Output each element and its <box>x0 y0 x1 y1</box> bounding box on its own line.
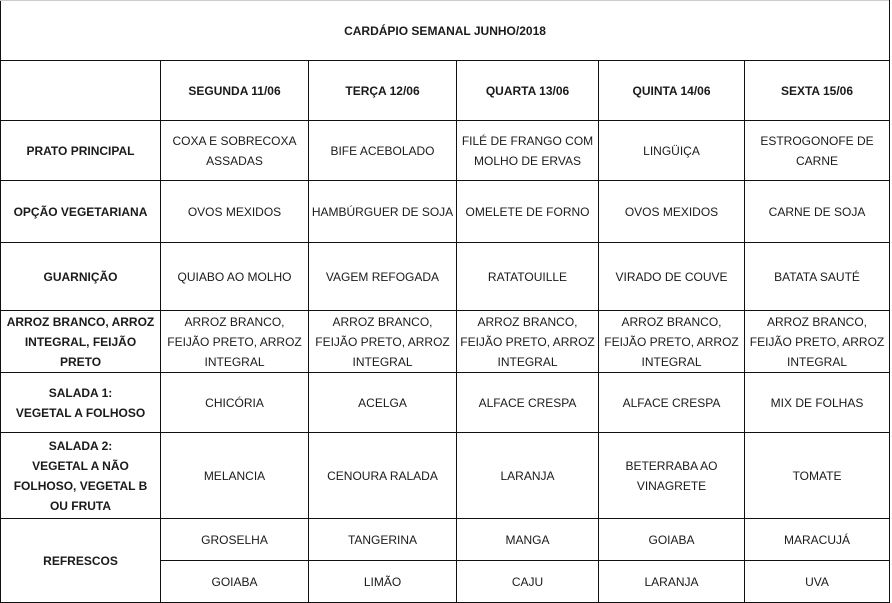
drink-cell: LARANJA <box>598 560 745 603</box>
header-row: SEGUNDA 11/06 TERÇA 12/06 QUARTA 13/06 QUIN… <box>0 60 891 121</box>
menu-row: SALADA 1: VEGETAL A FOLHOSO CHICÓRIA ACELG… <box>0 372 891 433</box>
drink-cell: CAJU <box>456 560 599 603</box>
drink-cell: TANGERINA <box>308 518 457 561</box>
menu-cell: ARROZ BRANCO, FEIJÃO PRETO, ARROZ INTEGR… <box>743 310 891 373</box>
menu-cell: ALFACE CRESPA <box>598 372 745 433</box>
corner-cell <box>0 60 161 121</box>
row-label: ARROZ BRANCO, ARROZ INTEGRAL, FEIJÃO PRE… <box>0 310 161 373</box>
menu-cell: MIX DE FOLHAS <box>743 372 891 433</box>
drink-cell: LIMÃO <box>308 560 457 603</box>
day-header: SEGUNDA 11/06 <box>160 60 309 121</box>
menu-cell: CENOURA RALADA <box>308 432 457 519</box>
drink-cell: GOIABA <box>598 518 745 561</box>
day-header: SEXTA 15/06 <box>743 60 891 121</box>
menu-cell: BATATA SAUTÉ <box>743 242 891 311</box>
day-header: QUARTA 13/06 <box>456 60 599 121</box>
menu-cell: MELANCIA <box>160 432 309 519</box>
menu-row: OPÇÃO VEGETARIANA OVOS MEXIDOS HAMBÚRGUER … <box>0 180 891 243</box>
day-header: TERÇA 12/06 <box>308 60 457 121</box>
drink-cell: MANGA <box>456 518 599 561</box>
menu-cell: ALFACE CRESPA <box>456 372 599 433</box>
menu-cell: OVOS MEXIDOS <box>598 180 745 243</box>
drink-cell: GROSELHA <box>160 518 309 561</box>
row-label: REFRESCOS <box>0 518 161 603</box>
menu-cell: ACELGA <box>308 372 457 433</box>
menu-cell: TOMATE <box>743 432 891 519</box>
row-label: SALADA 2: VEGETAL A NÃO FOLHOSO, VEGETAL… <box>0 432 161 519</box>
menu-cell: CARNE DE SOJA <box>743 180 891 243</box>
menu-cell: OVOS MEXIDOS <box>160 180 309 243</box>
refrescos-row: GOIABA LIMÃO CAJU LARANJA UVA <box>1 560 891 603</box>
menu-cell: ARROZ BRANCO, FEIJÃO PRETO, ARROZ INTEGR… <box>456 310 599 373</box>
day-header: QUINTA 14/06 <box>598 60 745 121</box>
menu-cell: FILÉ DE FRANGO COM MOLHO DE ERVAS <box>456 120 599 181</box>
menu-cell: ARROZ BRANCO, FEIJÃO PRETO, ARROZ INTEGR… <box>308 310 457 373</box>
menu-cell: VAGEM REFOGADA <box>308 242 457 311</box>
menu-cell: CHICÓRIA <box>160 372 309 433</box>
menu-cell: ESTROGONOFE DE CARNE <box>743 120 891 181</box>
row-label: PRATO PRINCIPAL <box>0 120 161 181</box>
menu-row: ARROZ BRANCO, ARROZ INTEGRAL, FEIJÃO PRE… <box>0 310 891 373</box>
menu-cell: HAMBÚRGUER DE SOJA <box>308 180 457 243</box>
menu-cell: BIFE ACEBOLADO <box>308 120 457 181</box>
menu-cell: ARROZ BRANCO, FEIJÃO PRETO, ARROZ INTEGR… <box>160 310 309 373</box>
menu-row: GUARNIÇÃO QUIABO AO MOLHO VAGEM REFOGADA RA… <box>0 242 891 311</box>
menu-title: CARDÁPIO SEMANAL JUNHO/2018 <box>0 0 891 61</box>
drink-cell: MARACUJÁ <box>743 518 891 561</box>
menu-cell: VIRADO DE COUVE <box>598 242 745 311</box>
menu-cell: QUIABO AO MOLHO <box>160 242 309 311</box>
title-row: CARDÁPIO SEMANAL JUNHO/2018 <box>0 0 891 61</box>
menu-row: SALADA 2: VEGETAL A NÃO FOLHOSO, VEGETAL… <box>0 432 891 519</box>
drink-cell: GOIABA <box>160 560 309 603</box>
menu-cell: BETERRABA AO VINAGRETE <box>598 432 745 519</box>
refrescos-row: REFRESCOS GROSELHA TANGERINA MANGA GOIABA MAR… <box>0 518 891 603</box>
menu-cell: LINGÜIÇA <box>598 120 745 181</box>
menu-cell: LARANJA <box>456 432 599 519</box>
menu-cell: OMELETE DE FORNO <box>456 180 599 243</box>
row-label: OPÇÃO VEGETARIANA <box>0 180 161 243</box>
menu-cell: RATATOUILLE <box>456 242 599 311</box>
row-label: GUARNIÇÃO <box>0 242 161 311</box>
drink-cell: UVA <box>743 560 891 603</box>
row-label: SALADA 1: VEGETAL A FOLHOSO <box>0 372 161 433</box>
menu-cell: ARROZ BRANCO, FEIJÃO PRETO, ARROZ INTEGR… <box>598 310 745 373</box>
menu-row: PRATO PRINCIPAL COXA E SOBRECOXA ASSADAS B… <box>0 120 891 181</box>
menu-cell: COXA E SOBRECOXA ASSADAS <box>160 120 309 181</box>
